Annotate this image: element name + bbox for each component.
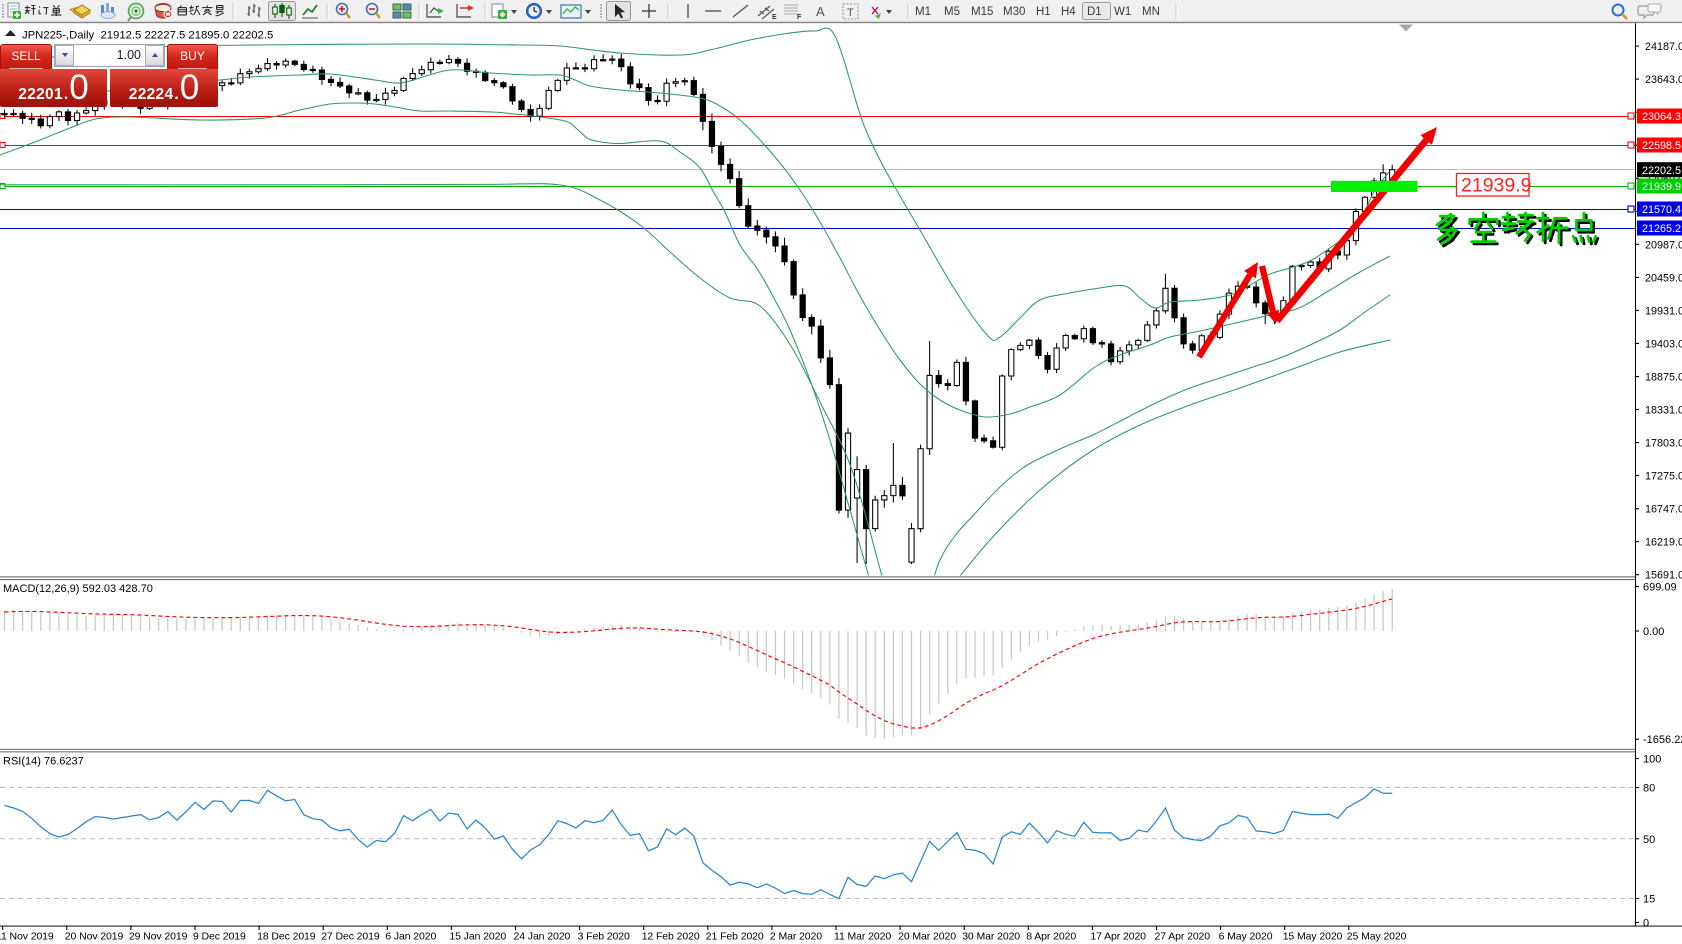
svg-text:15691.0: 15691.0 bbox=[1645, 570, 1682, 582]
svg-text:11 Nov 2019: 11 Nov 2019 bbox=[0, 931, 54, 943]
svg-text:24 Jan 2020: 24 Jan 2020 bbox=[514, 931, 571, 943]
svg-text:25 May 2020: 25 May 2020 bbox=[1347, 931, 1407, 943]
svg-text:8 Apr 2020: 8 Apr 2020 bbox=[1026, 931, 1076, 943]
svg-text:50: 50 bbox=[1643, 834, 1655, 846]
svg-text:0: 0 bbox=[1643, 918, 1649, 930]
svg-text:A: A bbox=[816, 4, 825, 19]
svg-text:699.09: 699.09 bbox=[1643, 582, 1677, 594]
svg-text:100: 100 bbox=[1643, 754, 1661, 766]
svg-text:2 Mar 2020: 2 Mar 2020 bbox=[770, 931, 822, 943]
svg-text:M15: M15 bbox=[971, 6, 993, 18]
svg-text:9 Dec 2019: 9 Dec 2019 bbox=[193, 931, 246, 943]
svg-text:-1656.22: -1656.22 bbox=[1643, 734, 1682, 746]
svg-text:M5: M5 bbox=[944, 6, 960, 18]
svg-text:19931.0: 19931.0 bbox=[1645, 305, 1682, 317]
svg-text:15: 15 bbox=[1643, 894, 1655, 906]
svg-text:T: T bbox=[847, 7, 854, 19]
svg-text:H4: H4 bbox=[1061, 6, 1076, 18]
svg-text:29 Nov 2019: 29 Nov 2019 bbox=[129, 931, 188, 943]
svg-text:H1: H1 bbox=[1036, 6, 1051, 18]
svg-text:30 Mar 2020: 30 Mar 2020 bbox=[962, 931, 1020, 943]
svg-text:D1: D1 bbox=[1087, 6, 1102, 18]
svg-text:80: 80 bbox=[1643, 783, 1655, 795]
svg-text:24187.0: 24187.0 bbox=[1645, 41, 1682, 53]
svg-text:23064.3: 23064.3 bbox=[1642, 111, 1681, 123]
svg-text:21265.2: 21265.2 bbox=[1642, 223, 1681, 235]
svg-text:27 Dec 2019: 27 Dec 2019 bbox=[321, 931, 380, 943]
svg-text:21939.9: 21939.9 bbox=[1642, 181, 1681, 193]
svg-text:18 Dec 2019: 18 Dec 2019 bbox=[257, 931, 316, 943]
svg-text:21939.9: 21939.9 bbox=[1461, 175, 1532, 197]
svg-text:MN: MN bbox=[1142, 6, 1160, 18]
svg-text:15 Jan 2020: 15 Jan 2020 bbox=[449, 931, 506, 943]
svg-text:18331.0: 18331.0 bbox=[1645, 405, 1682, 417]
svg-text:15 May 2020: 15 May 2020 bbox=[1283, 931, 1343, 943]
svg-text:RSI(14) 76.6237: RSI(14) 76.6237 bbox=[3, 756, 84, 768]
svg-text:18875.0: 18875.0 bbox=[1645, 372, 1682, 384]
svg-text:F: F bbox=[797, 14, 802, 21]
svg-text:6 May 2020: 6 May 2020 bbox=[1219, 931, 1273, 943]
svg-text:MACD(12,26,9) 592.03 428.70: MACD(12,26,9) 592.03 428.70 bbox=[3, 583, 153, 595]
svg-text:12 Feb 2020: 12 Feb 2020 bbox=[642, 931, 700, 943]
svg-text:3 Feb 2020: 3 Feb 2020 bbox=[578, 931, 630, 943]
svg-text:16747.0: 16747.0 bbox=[1645, 504, 1682, 516]
svg-text:22202.5: 22202.5 bbox=[1642, 165, 1681, 177]
svg-text:16219.0: 16219.0 bbox=[1645, 537, 1682, 549]
svg-text:JPN225-,Daily 21912.5 22227.5: JPN225-,Daily 21912.5 22227.5 21895.0 22… bbox=[22, 30, 273, 42]
svg-text:20987.0: 20987.0 bbox=[1645, 239, 1682, 251]
svg-text:27 Apr 2020: 27 Apr 2020 bbox=[1155, 931, 1211, 943]
svg-text:20 Mar 2020: 20 Mar 2020 bbox=[898, 931, 956, 943]
svg-text:21570.4: 21570.4 bbox=[1642, 204, 1681, 216]
svg-text:11 Mar 2020: 11 Mar 2020 bbox=[834, 931, 891, 943]
svg-text:M1: M1 bbox=[915, 6, 931, 18]
svg-text:19403.0: 19403.0 bbox=[1645, 339, 1682, 351]
svg-text:17275.0: 17275.0 bbox=[1645, 471, 1682, 483]
svg-text:E: E bbox=[772, 14, 777, 21]
svg-text:M30: M30 bbox=[1003, 6, 1025, 18]
svg-text:21 Feb 2020: 21 Feb 2020 bbox=[706, 931, 764, 943]
svg-text:22598.5: 22598.5 bbox=[1642, 140, 1681, 152]
svg-text:0.00: 0.00 bbox=[1643, 626, 1664, 638]
svg-text:17 Apr 2020: 17 Apr 2020 bbox=[1090, 931, 1146, 943]
svg-text:17803.0: 17803.0 bbox=[1645, 438, 1682, 450]
svg-text:W1: W1 bbox=[1114, 6, 1131, 18]
svg-text:6 Jan 2020: 6 Jan 2020 bbox=[385, 931, 436, 943]
svg-text:20 Nov 2019: 20 Nov 2019 bbox=[65, 931, 124, 943]
svg-text:23643.0: 23643.0 bbox=[1645, 74, 1682, 86]
svg-text:20459.0: 20459.0 bbox=[1645, 272, 1682, 284]
